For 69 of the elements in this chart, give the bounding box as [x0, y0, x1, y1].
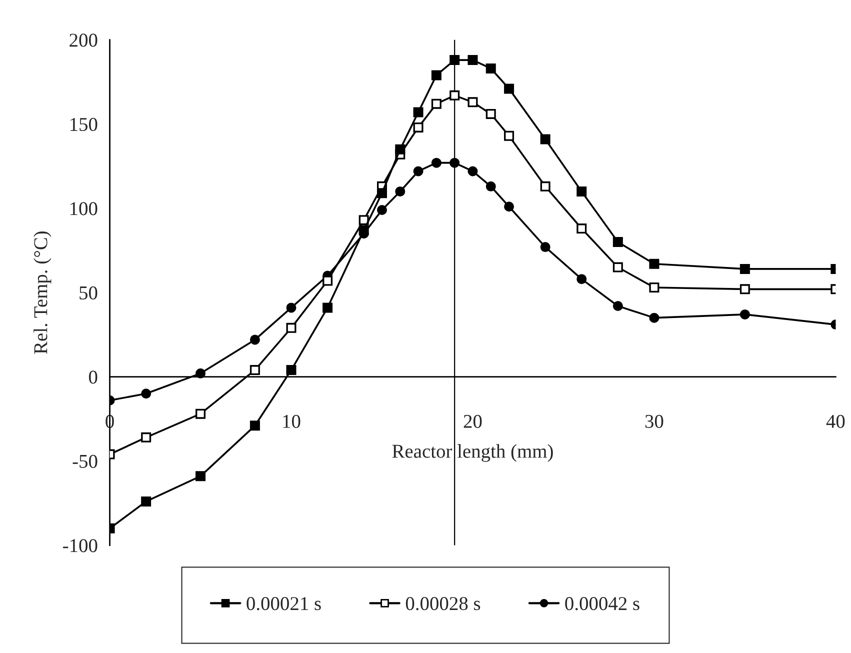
- x-tick-label: 40: [826, 414, 845, 428]
- point: [468, 166, 478, 176]
- point: [358, 225, 369, 236]
- point: [540, 181, 550, 192]
- x-axis-title: Reactor length (mm): [392, 444, 553, 462]
- point: [649, 282, 660, 292]
- point: [612, 237, 623, 248]
- y-axis-title: Rel. Temp. (°C): [34, 232, 52, 354]
- point: [431, 158, 442, 168]
- x-tick-label: 20: [464, 414, 482, 428]
- x-tick-label: 10: [283, 414, 300, 428]
- point: [196, 471, 206, 482]
- point: [612, 262, 623, 272]
- legend-label: 0.00021 s: [246, 597, 321, 610]
- point: [740, 284, 750, 294]
- point: [286, 365, 296, 376]
- point: [431, 98, 442, 109]
- point: [395, 144, 406, 154]
- y-tick-label: 150: [70, 118, 98, 132]
- point: [250, 420, 260, 431]
- point: [376, 188, 387, 198]
- x-tick-label: 30: [645, 414, 664, 428]
- point: [740, 264, 750, 274]
- y-tick-label: 100: [70, 202, 98, 216]
- point: [141, 388, 152, 399]
- point: [540, 134, 550, 144]
- point: [504, 84, 514, 94]
- point: [468, 55, 478, 66]
- point: [612, 301, 623, 312]
- point: [576, 224, 587, 234]
- point: [649, 258, 660, 269]
- point: [649, 312, 660, 323]
- point: [413, 166, 424, 176]
- y-tick-label: 50: [80, 286, 98, 300]
- point: [250, 365, 260, 376]
- point: [141, 496, 152, 506]
- point: [576, 274, 587, 284]
- point: [576, 186, 587, 196]
- y-tick-label: 200: [70, 34, 98, 47]
- point: [504, 130, 514, 141]
- point: [250, 334, 260, 345]
- point: [504, 202, 514, 212]
- y-tick-label: 0: [88, 370, 98, 384]
- point: [486, 181, 496, 192]
- point: [540, 242, 550, 252]
- point: [196, 368, 206, 378]
- point: [322, 302, 333, 313]
- point: [413, 122, 424, 132]
- point: [358, 215, 369, 226]
- point: [431, 70, 442, 80]
- point: [376, 204, 387, 215]
- point: [286, 302, 296, 313]
- point: [322, 276, 333, 286]
- point: [395, 186, 406, 196]
- point: [450, 158, 460, 168]
- y-tick-label: -100: [63, 539, 98, 552]
- legend-label: 0.00042 s: [565, 597, 640, 610]
- legend-label: 0.00028 s: [406, 597, 480, 610]
- point: [450, 55, 460, 66]
- y-tick-label: -50: [72, 454, 98, 468]
- point: [468, 97, 478, 108]
- point: [141, 432, 152, 442]
- point: [486, 63, 496, 74]
- point: [286, 322, 296, 333]
- point: [486, 108, 496, 119]
- point: [196, 408, 206, 419]
- point: [450, 90, 460, 100]
- point: [413, 107, 424, 118]
- point: [740, 309, 750, 320]
